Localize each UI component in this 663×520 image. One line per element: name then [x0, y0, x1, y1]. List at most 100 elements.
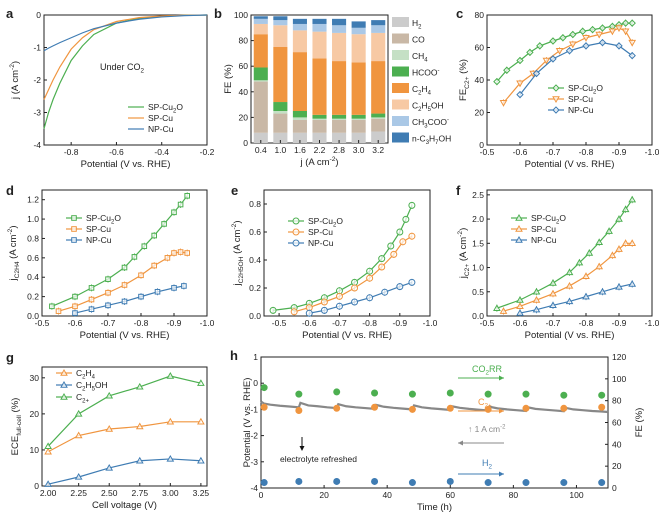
f-point-SP-Cu: [499, 307, 508, 314]
f-point-SP-Cu2O: [532, 287, 541, 295]
e-y-axis-label: jC2H5OH​ (A cm-2​): [231, 220, 245, 286]
c-point-SP-Cu: [499, 100, 508, 107]
b-bar-segment-n-C3H7OH: [371, 20, 386, 26]
g-legend-label: C2​H5​OH: [76, 380, 108, 393]
h-point-CO2RR: [598, 391, 606, 399]
b-bar-segment-CO: [292, 119, 307, 133]
h-point-CO2RR: [560, 391, 568, 399]
f-point-SP-Cu: [532, 296, 541, 303]
c-point-SP-Cu: [516, 80, 524, 88]
g-y-tick-label: 10: [30, 445, 40, 455]
d-point-SP-Cu2O: [141, 243, 148, 250]
h-point-H2: [560, 479, 568, 487]
e-point-NP-Cu: [366, 294, 374, 302]
d-point-SP-Cu2O: [121, 264, 128, 271]
e-panel-label: e: [231, 183, 238, 198]
b-bar-segment-CO: [312, 119, 327, 133]
g-panel-label: g: [6, 350, 14, 365]
e-point-NP-Cu: [351, 298, 359, 306]
c-point-SP-Cu2O: [493, 77, 501, 86]
f-point-SP-Cu2O: [585, 248, 594, 256]
e-point-NP-Cu: [305, 309, 313, 317]
e-point-SP-Cu2O: [378, 255, 386, 263]
h-point-CO2RR: [295, 390, 303, 398]
panel-f: -0.5 -0.6 -0.7 -0.8 -0.9 -1.0 0.0 0.5 1.0 1.5 2.0 2…: [456, 183, 660, 341]
f-x-tick-label: -0.7: [546, 318, 561, 328]
a-x-tick-label: -0.2: [200, 147, 215, 157]
d-x-tick-label: -0.8: [134, 318, 149, 328]
h-point-C2+: [446, 404, 454, 412]
g-point-C2H5OH: [197, 456, 205, 464]
f-point-SP-Cu: [621, 239, 630, 247]
f-point-SP-Cu2O: [621, 205, 630, 213]
d-y-tick-label: 0.0: [27, 311, 39, 321]
c-y-tick-label: 80: [475, 10, 485, 20]
d-x-tick-label: -0.9: [167, 318, 182, 328]
e-point-SP-Cu: [335, 292, 343, 300]
e-point-NP-Cu: [381, 288, 389, 296]
c-point-SP-Cu2O: [628, 19, 636, 27]
c-x-tick-label: -0.6: [513, 147, 528, 157]
b-bar-segment-C2H5OH: [312, 31, 327, 59]
c-x-tick-label: -0.5: [480, 147, 495, 157]
b-x-tick-label: 2.2: [314, 145, 326, 155]
h-point-CO2RR: [484, 390, 492, 398]
d-point-SP-Cu2O: [177, 201, 184, 208]
b-bar-segment-CH3COO-: [371, 25, 386, 33]
g-point-C2H4: [166, 417, 175, 425]
c-point-SP-Cu: [615, 25, 623, 33]
e-point-SP-Cu2O: [387, 242, 395, 250]
e-legend-marker: [292, 239, 300, 247]
h-arrowhead-c2plus: [499, 408, 504, 414]
c-legend-label: SP-Cu: [568, 94, 593, 104]
b-legend-label: CH3​COO-​: [412, 117, 449, 130]
d-plot-frame: [41, 189, 208, 317]
g-point-C2+: [74, 409, 83, 417]
h-y-tick-label-right: 0: [612, 483, 617, 493]
b-y-tick-label: 20: [239, 112, 249, 122]
d-x-tick-label: -0.6: [68, 318, 83, 328]
b-bar-segment-CH4: [292, 117, 307, 120]
d-point-SP-Cu: [88, 296, 95, 303]
c-point-SP-Cu2O: [569, 30, 577, 39]
a-x-tick-label: -0.4: [154, 147, 169, 157]
c-point-SP-Cu: [628, 39, 637, 47]
g-point-C2H5OH: [44, 480, 52, 487]
f-point-SP-Cu2O: [549, 279, 557, 286]
g-plot-frame: [41, 366, 208, 487]
b-bar-segment-CH4: [273, 111, 288, 114]
h-point-CO2RR: [522, 390, 530, 398]
g-line-C2H4: [47, 421, 201, 453]
f-point-SP-Cu2O: [516, 296, 524, 303]
c-x-axis-label: Potential (V vs. RHE): [525, 159, 615, 170]
g-line-C2H5OH: [47, 458, 201, 485]
f-point-NP-Cu: [532, 305, 541, 313]
c-legend-label: NP-Cu: [568, 105, 594, 115]
panel-e: -0.5 -0.6 -0.7 -0.8 -0.9 -1.0 0.0 0.2 0.4 0.6 0.8 e…: [231, 183, 438, 341]
g-point-C2H4: [74, 431, 83, 439]
h-y-axis-label-right: FE (%): [634, 408, 645, 438]
c-point-SP-Cu2O: [526, 48, 534, 57]
g-x-axis-label: Cell voltage (V): [92, 500, 157, 511]
b-bar-segment-C2H5OH: [351, 34, 366, 63]
f-y-tick-label: 0.0: [472, 311, 484, 321]
b-bar-segment-C2H5OH: [332, 32, 347, 62]
h-x-tick-label: 20: [319, 490, 329, 500]
h-y-tick-label-right: 100: [612, 374, 626, 384]
e-point-SP-Cu2O: [408, 201, 416, 209]
f-y-tick-label: 0.5: [472, 287, 484, 297]
f-point-NP-Cu: [598, 287, 607, 295]
g-point-C2+: [166, 372, 175, 379]
h-y-tick-label-right: 120: [612, 352, 626, 362]
f-legend-marker: [515, 224, 523, 232]
d-point-SP-Cu2O: [72, 293, 78, 300]
b-bar-segment-CH4: [332, 118, 347, 120]
b-bar-segment-CH4: [312, 118, 327, 120]
a-legend-label: SP-Cu: [148, 113, 173, 123]
b-legend-label: n-C3​H7​OH: [412, 134, 451, 147]
a-legend-label: NP-Cu: [148, 124, 174, 134]
panel-h: 0 20 40 60 80 100-4-3-2-101020406080100120hTi…: [230, 348, 645, 513]
a-y-tick-label: 0: [36, 10, 41, 20]
b-bar-segment-C2H5OH: [371, 32, 386, 62]
f-point-NP-Cu: [565, 297, 574, 305]
